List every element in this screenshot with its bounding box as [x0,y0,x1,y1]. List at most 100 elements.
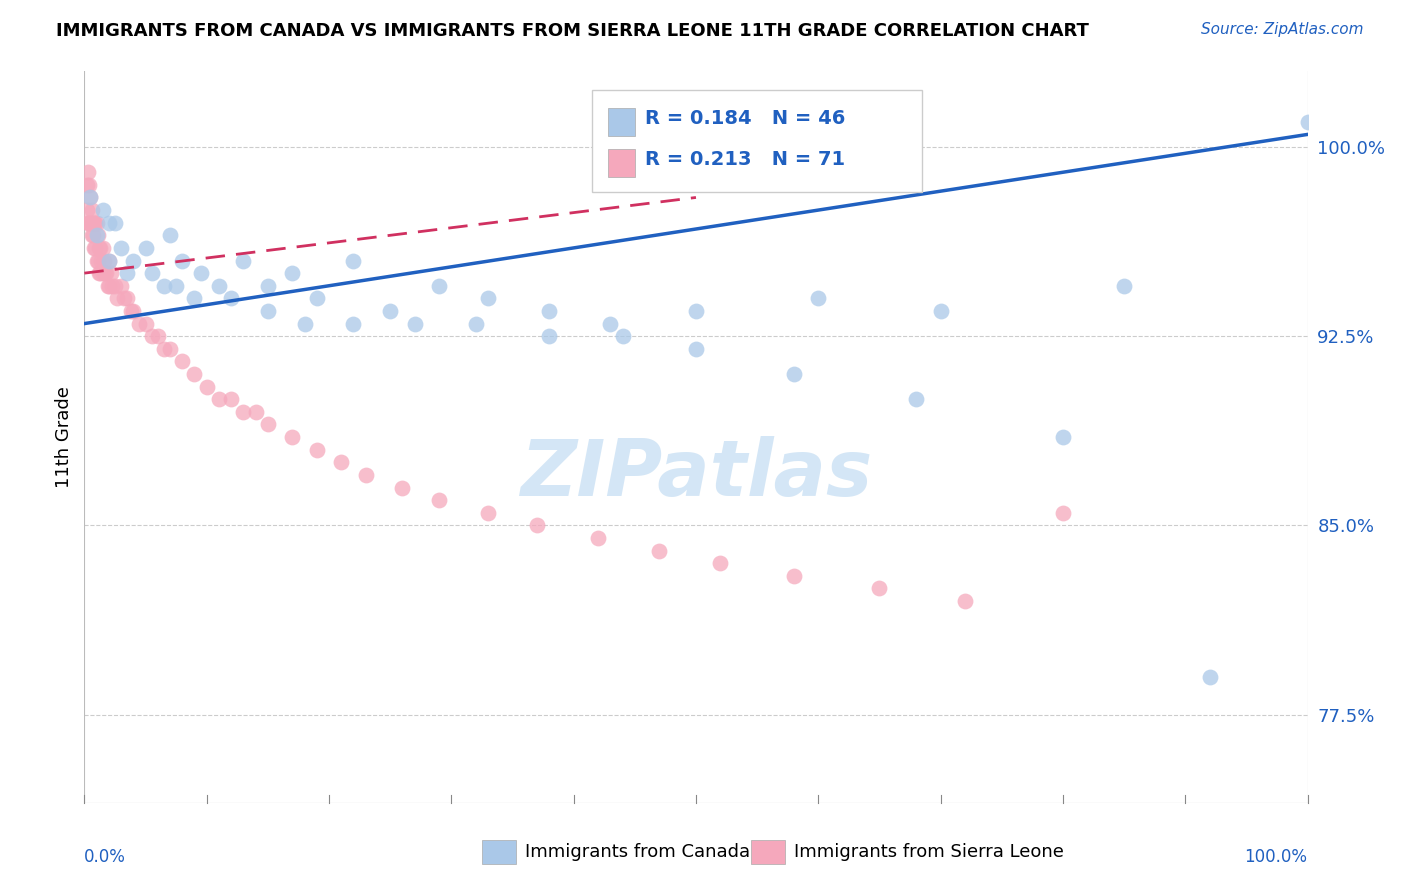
Point [257,278,280,293]
Point [97,253,120,268]
Point [190,266,212,280]
Point [464,317,486,331]
Point [77,216,100,230]
Point [105,291,128,305]
Point [159,228,181,243]
Point [91,203,114,218]
Point [172,354,194,368]
Point [115,266,138,280]
Point [77,165,100,179]
Point [869,582,891,596]
Point [427,493,450,508]
Point [538,329,561,343]
Point [232,405,254,419]
Point [91,241,114,255]
Point [83,241,105,255]
Point [87,253,110,268]
Point [685,342,707,356]
Point [110,278,132,293]
Point [135,241,157,255]
Point [87,266,110,280]
Point [120,304,142,318]
Point [89,241,111,255]
Point [612,329,634,343]
Point [219,392,242,407]
FancyBboxPatch shape [751,840,786,863]
Point [257,304,280,318]
Point [79,216,101,230]
Point [294,317,316,331]
Point [807,291,830,305]
Point [97,253,120,268]
Point [135,317,157,331]
Point [1296,115,1319,129]
Point [146,329,169,343]
Point [257,417,280,432]
Point [599,317,621,331]
Point [97,278,120,293]
Point [80,228,103,243]
Text: IMMIGRANTS FROM CANADA VS IMMIGRANTS FROM SIERRA LEONE 11TH GRADE CORRELATION CH: IMMIGRANTS FROM CANADA VS IMMIGRANTS FRO… [56,22,1090,40]
Point [183,291,205,305]
Point [76,203,98,218]
Point [141,266,163,280]
Text: R = 0.213   N = 71: R = 0.213 N = 71 [644,151,845,169]
Point [1052,430,1074,444]
Point [195,379,218,393]
Point [586,531,609,545]
Point [84,216,107,230]
Point [783,367,806,381]
Point [94,266,117,280]
Point [87,241,110,255]
Point [90,253,112,268]
FancyBboxPatch shape [607,108,636,136]
Point [709,556,731,570]
Point [685,304,707,318]
Point [96,266,118,280]
Point [79,190,101,204]
Point [153,342,176,356]
Text: Source: ZipAtlas.com: Source: ZipAtlas.com [1201,22,1364,37]
Point [477,291,499,305]
Point [232,253,254,268]
Point [122,304,145,318]
FancyBboxPatch shape [607,149,636,177]
Point [391,481,413,495]
Point [91,266,114,280]
Point [97,216,120,230]
Point [86,253,108,268]
Point [77,178,100,192]
Point [427,278,450,293]
Point [87,228,110,243]
Point [953,594,976,608]
Point [104,216,127,230]
Point [342,317,364,331]
Point [648,543,671,558]
Point [526,518,548,533]
Point [208,392,231,407]
Point [380,304,402,318]
Point [219,291,242,305]
Point [281,430,304,444]
Point [80,203,103,218]
Point [305,291,328,305]
Point [84,241,107,255]
Point [112,291,135,305]
Y-axis label: 11th Grade: 11th Grade [55,386,73,488]
Point [82,228,104,243]
Point [100,266,122,280]
Text: ZIPatlas: ZIPatlas [520,435,872,512]
Point [354,467,377,482]
Point [281,266,304,280]
Point [101,278,124,293]
Point [305,442,328,457]
Text: 0.0%: 0.0% [84,848,127,866]
Point [104,278,127,293]
Point [82,216,104,230]
Point [538,304,561,318]
Point [1052,506,1074,520]
Point [245,405,267,419]
Point [141,329,163,343]
Point [77,216,100,230]
Point [110,241,132,255]
